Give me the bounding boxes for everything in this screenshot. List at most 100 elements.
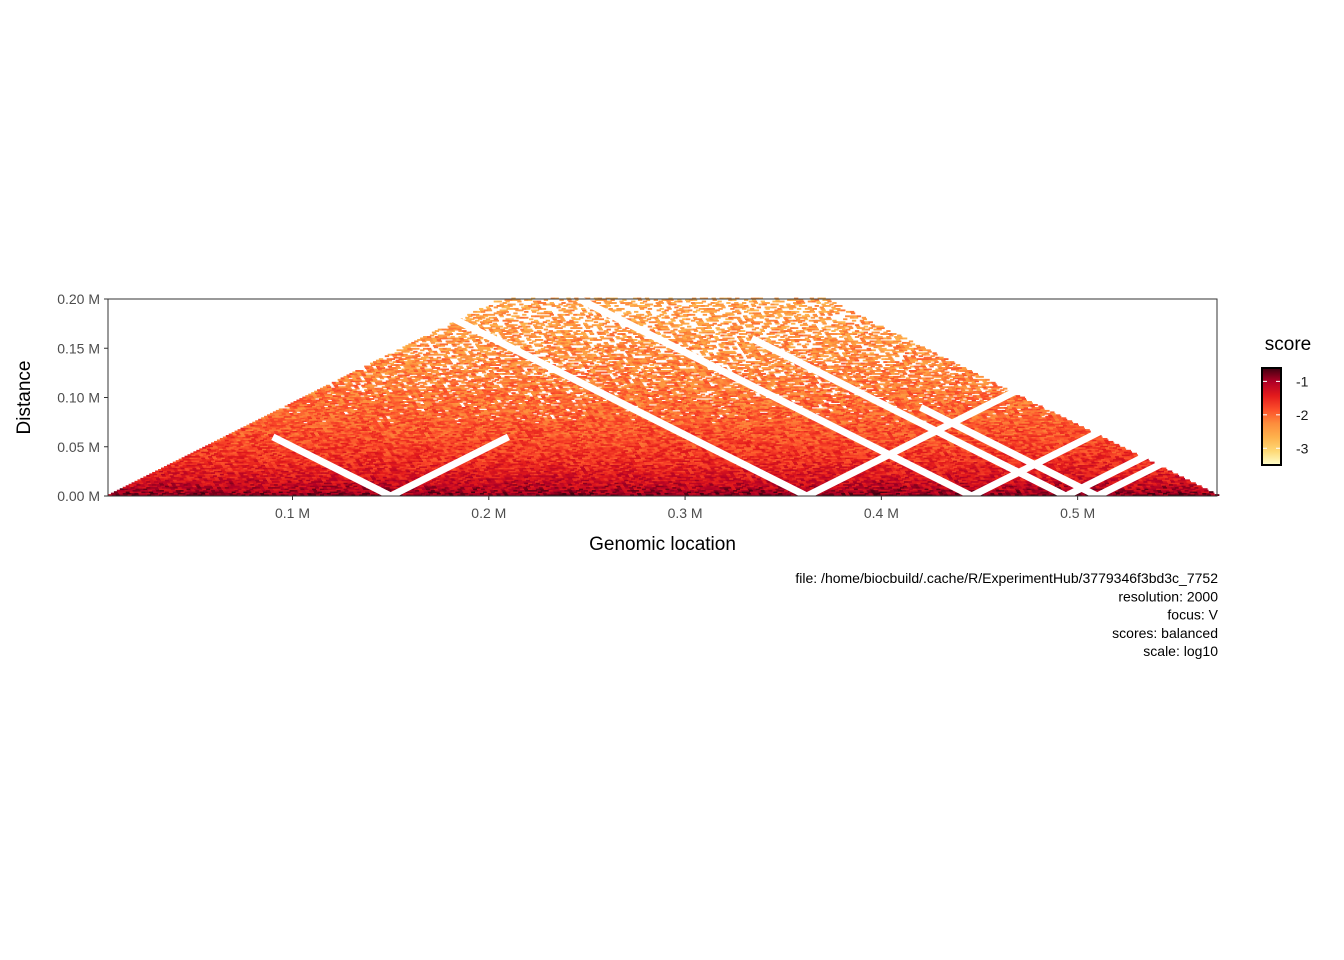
heatmap-cell	[229, 488, 235, 491]
heatmap-cell	[702, 479, 708, 482]
heatmap-cell	[189, 486, 194, 489]
heatmap-cell	[344, 489, 349, 492]
heatmap-cell	[346, 469, 351, 471]
heatmap-cell	[935, 486, 940, 489]
heatmap-cell	[914, 485, 920, 488]
heatmap-cell	[546, 480, 552, 483]
heatmap-cell	[152, 477, 157, 480]
heatmap-cell	[430, 483, 436, 486]
heatmap-cell	[1160, 494, 1165, 496]
heatmap-cell	[686, 483, 691, 486]
heatmap-cell	[670, 471, 675, 474]
heatmap-cell	[499, 492, 504, 495]
heatmap-cell	[484, 470, 490, 473]
heatmap-cell	[317, 489, 322, 492]
heatmap-cell	[155, 470, 160, 473]
heatmap-cell	[1190, 492, 1195, 495]
heatmap-cell	[223, 491, 229, 494]
heatmap-cell	[465, 488, 470, 491]
heatmap-cell	[1081, 476, 1086, 479]
heatmap-cell	[708, 476, 713, 479]
heatmap-cell	[922, 491, 927, 494]
heatmap-cell	[616, 473, 621, 476]
heatmap-cell	[1123, 486, 1129, 489]
heatmap-cell	[665, 476, 670, 479]
heatmap-cell	[685, 470, 690, 473]
heatmap-cell	[162, 494, 168, 496]
heatmap-cell	[480, 488, 486, 491]
heatmap-cell	[824, 473, 829, 476]
heatmap-cell	[233, 494, 238, 496]
heatmap-cell	[710, 491, 715, 494]
heatmap-cell	[408, 473, 413, 476]
heatmap-cell	[310, 479, 315, 482]
heatmap-cell	[639, 479, 645, 482]
heatmap-cell	[1127, 492, 1133, 495]
heatmap-cell	[854, 483, 860, 486]
heatmap-cell	[311, 486, 316, 489]
heatmap-cell	[469, 470, 474, 473]
heatmap-cell	[302, 473, 307, 476]
heatmap-cell	[1153, 483, 1158, 486]
heatmap-cell	[266, 471, 271, 474]
heatmap-cell	[149, 479, 154, 482]
heatmap-cell	[808, 479, 814, 482]
heatmap-cell	[272, 476, 278, 479]
heatmap-cell	[167, 477, 173, 480]
heatmap-cell	[489, 489, 495, 492]
heatmap-cell	[618, 494, 623, 496]
heatmap-cell	[550, 486, 555, 489]
heatmap-cell	[474, 477, 479, 480]
heatmap-cell	[363, 494, 368, 496]
heatmap-cell	[787, 482, 792, 485]
heatmap-cell	[561, 473, 566, 476]
heatmap-cell	[946, 479, 951, 482]
heatmap-cell	[581, 491, 586, 494]
heatmap-cell	[1105, 494, 1110, 496]
heatmap-cell	[769, 485, 774, 488]
heatmap-cell	[327, 482, 333, 485]
heatmap-cell	[1032, 473, 1037, 476]
heatmap-cell	[558, 480, 563, 483]
heatmap-cell	[689, 488, 694, 491]
heatmap-cell	[298, 479, 303, 482]
heatmap-cell	[1071, 479, 1077, 482]
heatmap-cell	[220, 469, 226, 471]
heatmap-cell	[565, 473, 570, 476]
heatmap-cell	[222, 489, 228, 492]
heatmap-cell	[202, 488, 207, 491]
heatmap-cell	[359, 494, 364, 496]
heatmap-cell	[178, 482, 183, 485]
heatmap-cell	[314, 491, 319, 494]
heatmap-cell	[554, 480, 559, 483]
heatmap-cell	[269, 489, 275, 492]
heatmap-cell	[159, 494, 164, 496]
heatmap-cell	[496, 476, 501, 479]
heatmap-cell	[1124, 494, 1130, 496]
heatmap-cell	[1089, 476, 1094, 479]
heatmap-cell	[257, 482, 262, 485]
heatmap-cell	[917, 489, 922, 492]
heatmap-cell	[853, 482, 859, 485]
heatmap-cell	[439, 479, 445, 482]
heatmap-cell	[842, 488, 847, 491]
heatmap-cell	[739, 486, 744, 489]
heatmap-cell	[464, 469, 469, 471]
heatmap-cell	[891, 485, 896, 488]
heatmap-cell	[512, 488, 517, 491]
heatmap-cell	[575, 494, 580, 496]
heatmap-cell	[476, 474, 481, 477]
heatmap-cell	[672, 486, 677, 489]
heatmap-cell	[1004, 483, 1009, 486]
heatmap-cell	[615, 471, 620, 474]
heatmap-cell	[709, 489, 714, 492]
heatmap-cell	[847, 485, 853, 488]
heatmap-cell	[436, 492, 442, 495]
heatmap-cell	[589, 480, 595, 483]
heatmap-cell	[222, 483, 228, 486]
heatmap-cell	[263, 479, 268, 482]
heatmap-cell	[464, 480, 469, 483]
heatmap-cell	[719, 492, 724, 495]
heatmap-cell	[311, 469, 316, 471]
heatmap-cell	[572, 477, 577, 480]
